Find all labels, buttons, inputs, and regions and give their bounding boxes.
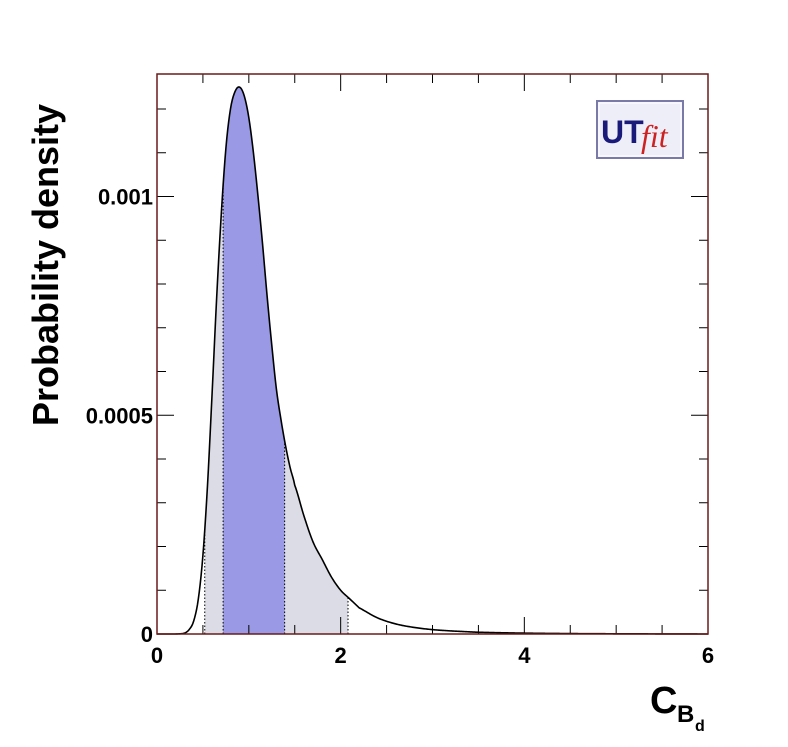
svg-text:fit: fit — [641, 118, 669, 154]
x-tick-label: 0 — [151, 643, 163, 668]
y-tick-label: 0.0005 — [86, 403, 153, 428]
svg-text:UT: UT — [601, 114, 644, 150]
svg-text:B: B — [677, 701, 694, 728]
y-axis-title: Probability density — [25, 104, 66, 426]
x-tick-label: 2 — [335, 643, 347, 668]
x-axis-title: C B d — [650, 680, 705, 735]
probability-density-area — [157, 86, 708, 635]
svg-text:d: d — [695, 718, 705, 735]
utfit-logo: UT fit — [596, 100, 684, 159]
y-tick-label: 0.001 — [98, 185, 153, 210]
tick-labels: 0 2 4 6 0 0.0005 0.001 — [86, 185, 714, 669]
interval-68pct — [223, 86, 285, 634]
y-tick-label: 0 — [141, 622, 153, 647]
x-tick-label: 6 — [702, 643, 714, 668]
svg-text:C: C — [650, 680, 677, 722]
plot-frame — [156, 73, 709, 635]
x-tick-label: 4 — [518, 643, 531, 668]
